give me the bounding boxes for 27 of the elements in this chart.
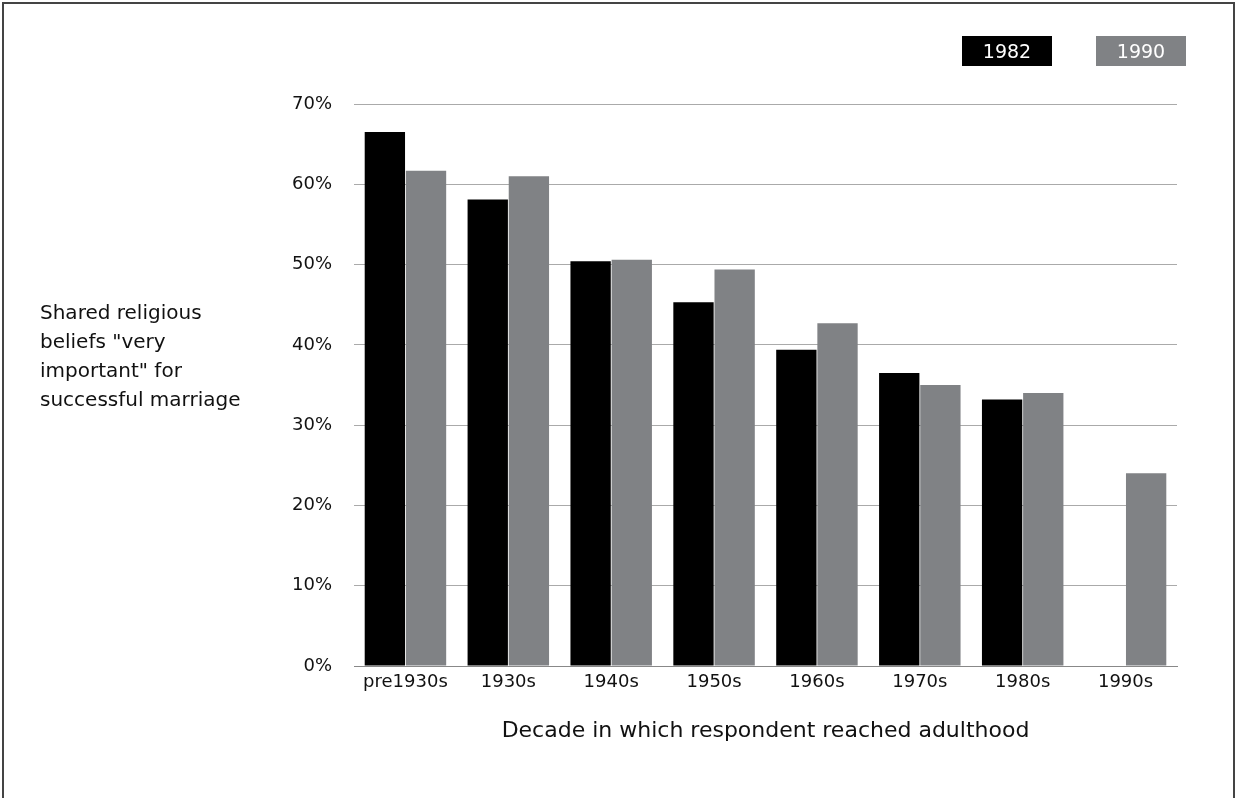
y-axis-title: Shared religious beliefs "very important" for successful marriage [40, 299, 242, 413]
text: 1982 [962, 36, 1052, 66]
y-tick-label: 20% [291, 493, 333, 515]
x-tick-label: 1940s [583, 670, 639, 692]
x-tick-label: 1970s [892, 670, 948, 692]
y-tick-label: 60% [291, 171, 333, 193]
bar [467, 199, 508, 666]
bar [879, 372, 920, 666]
y-tick-label: 30% [291, 412, 333, 434]
bar [776, 349, 817, 666]
y-tick-label: 70% [291, 91, 333, 113]
bar [570, 261, 611, 666]
x-tick-label: 1930s [480, 670, 536, 692]
bar [364, 132, 406, 666]
bar [673, 302, 714, 666]
x-tick-label: 1980s [995, 670, 1051, 692]
x-tick-label: 1960s [789, 670, 845, 692]
text: 1990 [1096, 36, 1186, 66]
x-tick-label: 1950s [686, 670, 742, 692]
y-tick-label: 0% [303, 653, 333, 675]
x-tick-label: 1990s [1097, 670, 1154, 692]
y-tick-label: 50% [291, 252, 333, 274]
x-tick-label: pre1930s [363, 670, 448, 692]
y-tick-label: 40% [291, 332, 333, 354]
x-axis-title: Decade in which respondent reached adulthood [501, 716, 1030, 742]
y-tick-label: 10% [291, 573, 333, 595]
bar [981, 399, 1023, 666]
